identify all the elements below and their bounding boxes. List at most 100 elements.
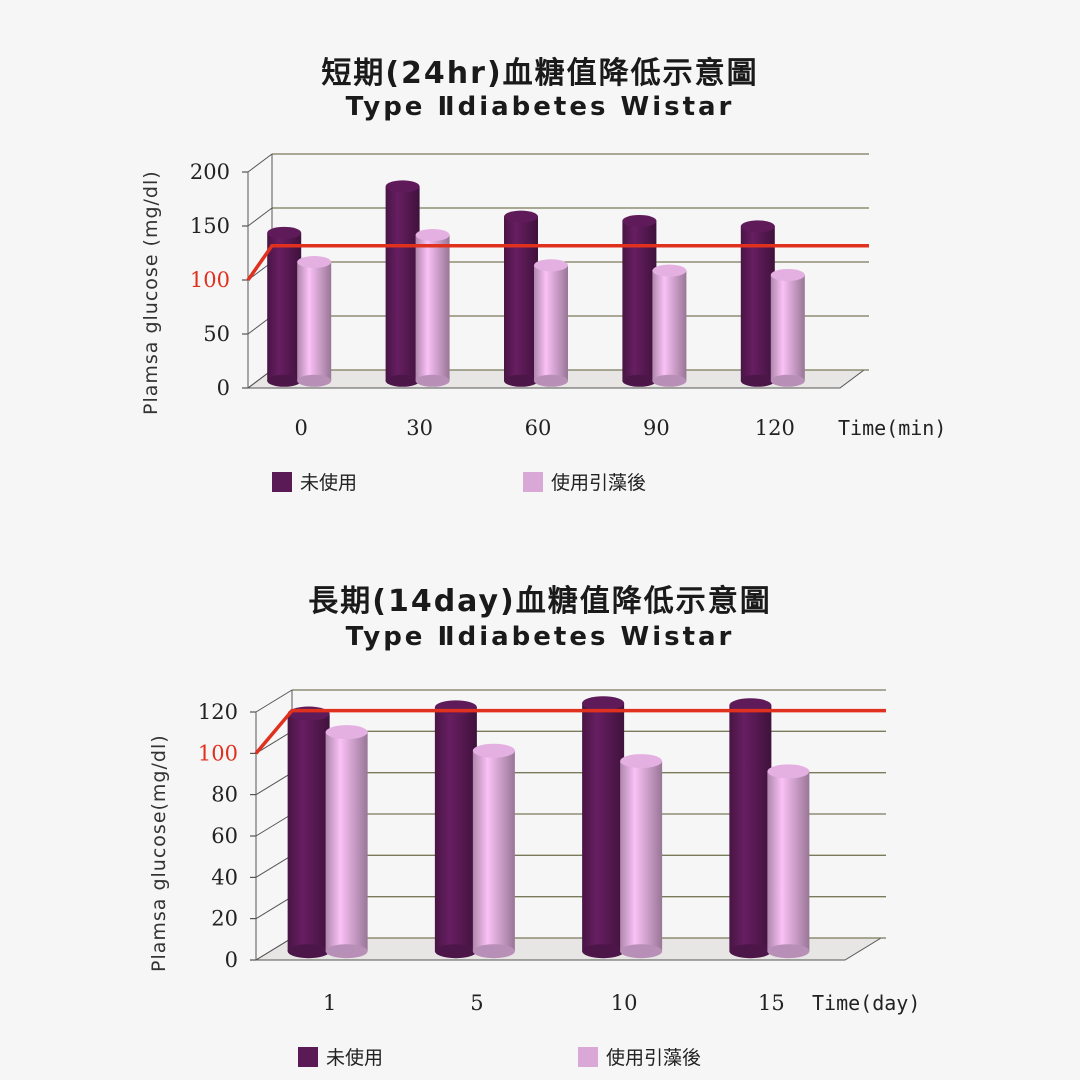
gridline-side bbox=[255, 772, 293, 796]
x-tick-label: 5 bbox=[470, 991, 483, 1015]
bar-body bbox=[472, 750, 515, 952]
gridline-side bbox=[255, 896, 293, 920]
y-tick-label: 200 bbox=[190, 160, 230, 184]
y-tick-label: 40 bbox=[211, 865, 238, 889]
legend-label-untreated: 未使用 bbox=[326, 1047, 384, 1069]
bar-top bbox=[415, 229, 450, 241]
x-tick-label: 1 bbox=[323, 991, 336, 1015]
bar-treated bbox=[652, 264, 687, 387]
bar-base bbox=[622, 374, 657, 387]
bar-body bbox=[652, 270, 687, 381]
bar-top bbox=[287, 706, 330, 721]
gridline-side bbox=[255, 854, 293, 878]
bar-top bbox=[472, 743, 515, 758]
short-term-chart-panel: 短期(24hr)血糖值降低示意圖 Type Ⅱdiabetes Wistar P… bbox=[0, 0, 1080, 520]
bar-base bbox=[770, 374, 805, 387]
bar-base bbox=[434, 944, 477, 959]
bar-base bbox=[652, 374, 687, 387]
legend-item-untreated: 未使用 bbox=[272, 468, 357, 495]
gridline-side bbox=[255, 730, 293, 754]
bar-top bbox=[504, 210, 538, 223]
reference-line bbox=[246, 244, 869, 282]
y-tick-label: 0 bbox=[225, 948, 238, 972]
bar-treated bbox=[325, 725, 368, 959]
bar-body bbox=[767, 771, 810, 952]
x-tick-label: 30 bbox=[406, 416, 433, 440]
bar-treated bbox=[415, 229, 450, 387]
y-tick-label: 150 bbox=[190, 214, 230, 238]
x-tick-label: 120 bbox=[755, 416, 795, 440]
gridline-side bbox=[255, 937, 293, 961]
bar-body bbox=[415, 235, 450, 381]
short-term-bar-chart: 0 50 100 150 200 0 30 60 90 120 Time(min) bbox=[190, 153, 946, 440]
bar-top bbox=[297, 256, 332, 268]
bar-body bbox=[504, 216, 538, 381]
bar-body bbox=[434, 707, 477, 952]
chart-title-zh: 短期(24hr)血糖值降低示意圖 bbox=[321, 56, 759, 91]
bar-treated bbox=[620, 754, 663, 959]
bar-base bbox=[582, 944, 625, 959]
y-tick-label: 60 bbox=[211, 824, 238, 848]
gridline-side bbox=[255, 813, 293, 837]
bar-base bbox=[504, 374, 538, 387]
bar-base bbox=[534, 374, 568, 387]
long-term-chart-panel: 長期(14day)血糖值降低示意圖 Type Ⅱdiabetes Wistar … bbox=[0, 540, 1080, 1080]
legend-item-untreated: 未使用 bbox=[298, 1043, 383, 1070]
bar-treated bbox=[297, 256, 332, 387]
legend-item-treated: 使用引藻後 bbox=[523, 468, 646, 495]
bar-untreated bbox=[504, 210, 538, 387]
x-axis-title: Time(day) bbox=[812, 991, 920, 1015]
legend-swatch-untreated bbox=[272, 471, 292, 492]
bar-top bbox=[325, 725, 368, 740]
x-tick-label: 0 bbox=[295, 416, 308, 440]
gridline-side bbox=[255, 689, 293, 713]
bar-untreated bbox=[582, 696, 625, 959]
gridline-side bbox=[247, 207, 273, 227]
bar-untreated bbox=[740, 220, 775, 387]
bar-base bbox=[472, 944, 515, 959]
y-tick-label: 120 bbox=[198, 700, 238, 724]
x-tick-label: 10 bbox=[611, 991, 638, 1015]
legend-label-treated: 使用引藻後 bbox=[551, 472, 647, 494]
bar-top bbox=[267, 226, 302, 239]
bar-base bbox=[729, 944, 772, 959]
x-tick-label: 15 bbox=[758, 991, 785, 1015]
legend-label-treated: 使用引藻後 bbox=[606, 1047, 702, 1069]
bar-untreated bbox=[434, 700, 477, 959]
bar-base bbox=[385, 374, 420, 387]
x-axis-title: Time(min) bbox=[838, 416, 946, 440]
bar-base bbox=[297, 374, 332, 387]
bar-body bbox=[297, 262, 332, 381]
bar-base bbox=[620, 944, 663, 959]
bar-top bbox=[740, 220, 775, 233]
bar-untreated bbox=[729, 698, 772, 959]
bar-body bbox=[729, 705, 772, 952]
bar-treated bbox=[472, 743, 515, 959]
bar-top bbox=[582, 696, 625, 711]
gridline-side bbox=[247, 153, 273, 173]
chart-title-zh: 長期(14day)血糖值降低示意圖 bbox=[308, 584, 772, 619]
bar-top bbox=[622, 214, 657, 227]
bar-top bbox=[767, 764, 810, 779]
chart-title-en: Type Ⅱdiabetes Wistar bbox=[345, 92, 735, 122]
x-tick-label: 60 bbox=[525, 416, 552, 440]
bar-body bbox=[582, 703, 625, 952]
bar-base bbox=[767, 944, 810, 959]
bar-base bbox=[415, 374, 450, 387]
legend-label-untreated: 未使用 bbox=[300, 472, 358, 494]
bar-body bbox=[267, 232, 302, 381]
bar-body bbox=[534, 265, 568, 381]
bar-base bbox=[267, 374, 302, 387]
legend-swatch-untreated bbox=[298, 1046, 318, 1067]
legend-swatch-treated bbox=[523, 471, 543, 492]
bar-body bbox=[287, 713, 330, 952]
bar-body bbox=[620, 761, 663, 952]
bar-top bbox=[534, 259, 568, 272]
bar-base bbox=[740, 374, 775, 387]
legend-item-treated: 使用引藻後 bbox=[578, 1043, 701, 1070]
y-tick-label: 20 bbox=[211, 907, 238, 931]
bar-body bbox=[740, 226, 775, 381]
y-tick-label: 100 bbox=[190, 268, 230, 292]
bar-top bbox=[770, 268, 805, 281]
bar-body bbox=[385, 186, 420, 381]
